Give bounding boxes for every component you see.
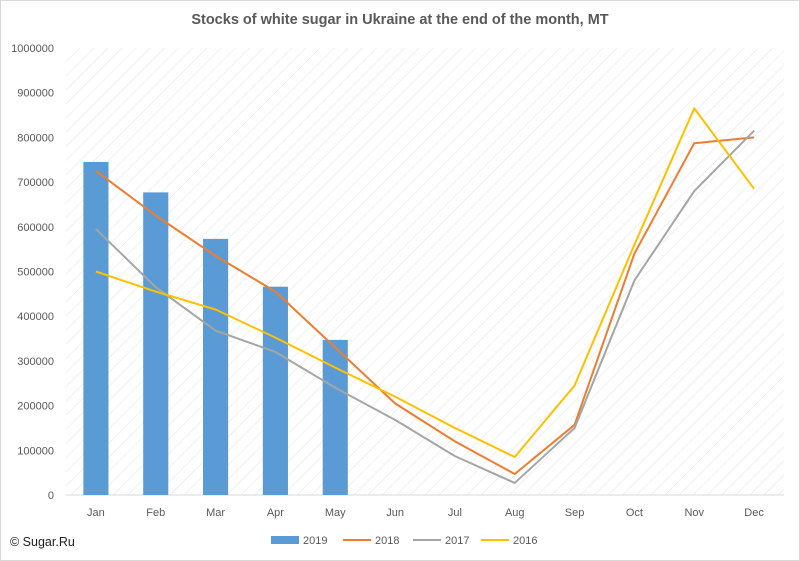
legend-swatch-2019 xyxy=(271,536,299,544)
x-tick-label: Aug xyxy=(505,507,525,519)
y-tick-label: 900000 xyxy=(17,88,54,100)
y-tick-label: 100000 xyxy=(17,445,54,457)
y-tick-label: 300000 xyxy=(17,356,54,368)
line-2016 xyxy=(95,107,755,459)
y-tick-label: 800000 xyxy=(17,132,54,144)
x-tick-label: Sep xyxy=(565,507,585,519)
x-tick-label: Nov xyxy=(684,507,704,519)
x-tick-label: Oct xyxy=(626,507,643,519)
line-2017 xyxy=(95,129,755,484)
bar-series xyxy=(83,161,348,496)
line-2018 xyxy=(95,136,755,475)
y-tick-label: 400000 xyxy=(17,311,54,323)
legend-label-2018: 2018 xyxy=(375,535,399,547)
x-axis: Jan Feb Mar Apr May Jun Jul Aug Sep Oct Nov Dec xyxy=(66,494,784,519)
y-tick-label: 600000 xyxy=(17,222,54,234)
y-axis: 0 100000 200000 300000 400000 500000 600000 700… xyxy=(11,43,54,502)
bar-2019-Mar xyxy=(203,238,229,495)
x-tick-label: Jan xyxy=(87,507,105,519)
bar-2019-May xyxy=(322,339,348,495)
legend-label-2019: 2019 xyxy=(303,535,327,547)
bar-2019-Apr xyxy=(262,286,288,495)
legend-label-2016: 2016 xyxy=(513,535,537,547)
y-tick-label: 0 xyxy=(48,490,54,502)
line-series xyxy=(95,107,755,484)
x-tick-label: May xyxy=(325,507,346,519)
x-tick-label: Mar xyxy=(206,507,225,519)
legend: 2019 2018 2017 2016 xyxy=(271,535,537,547)
bar-2019-Jan xyxy=(83,161,109,496)
legend-label-2017: 2017 xyxy=(445,535,469,547)
y-tick-label: 1000000 xyxy=(11,43,54,55)
plot-area xyxy=(66,48,784,495)
y-tick-label: 500000 xyxy=(17,267,54,279)
chart-title: Stocks of white sugar in Ukraine at the … xyxy=(191,12,609,28)
x-tick-label: Apr xyxy=(267,507,284,519)
x-tick-label: Feb xyxy=(146,507,165,519)
x-tick-label: Dec xyxy=(744,507,764,519)
x-tick-label: Jul xyxy=(448,507,462,519)
source-credit: © Sugar.Ru xyxy=(10,535,75,549)
bar-2019-Feb xyxy=(143,192,169,496)
y-tick-label: 700000 xyxy=(17,177,54,189)
y-tick-label: 200000 xyxy=(17,401,54,413)
x-tick-label: Jun xyxy=(386,507,404,519)
